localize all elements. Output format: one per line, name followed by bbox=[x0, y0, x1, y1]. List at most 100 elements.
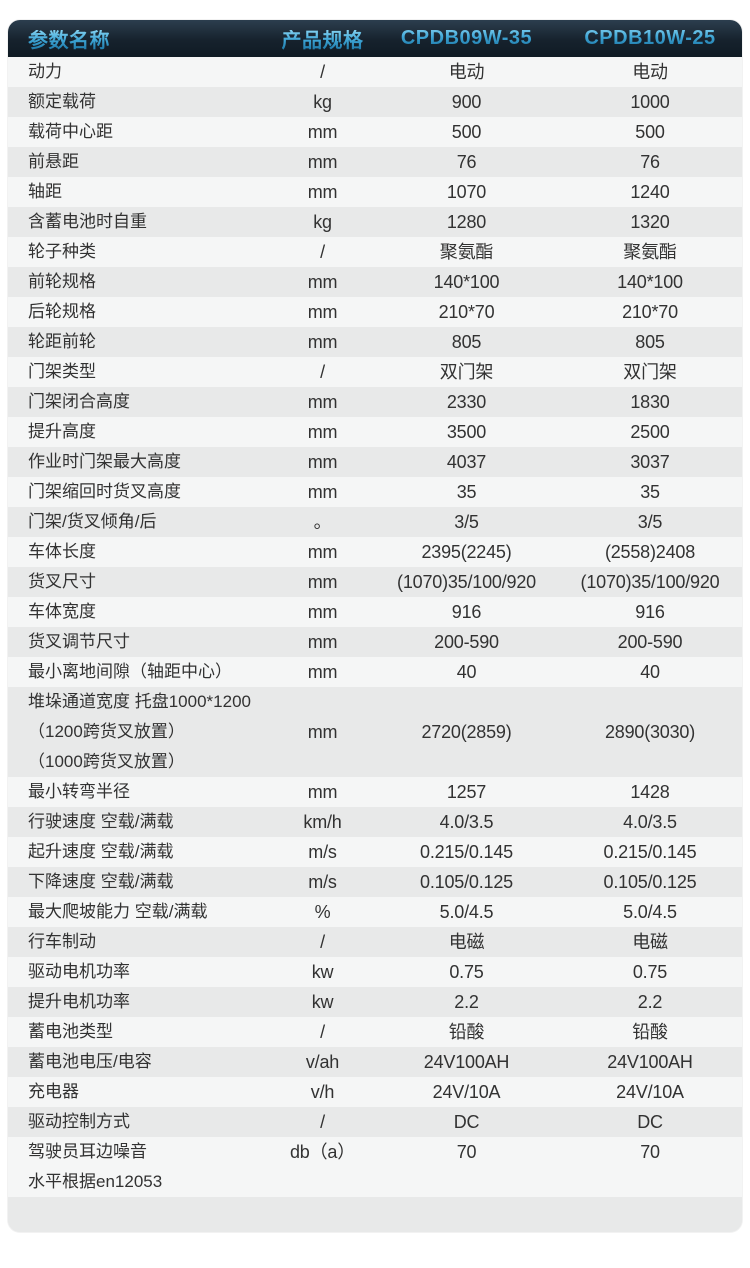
param-name-cell: 提升电机功率 bbox=[8, 987, 270, 1017]
value-cell-model-2: 4.0/3.5 bbox=[558, 807, 742, 837]
param-name-cell: 驾驶员耳边噪音 水平根据en12053 bbox=[8, 1137, 270, 1197]
param-name-cell: 门架类型 bbox=[8, 357, 270, 387]
value-cell-model-2: 76 bbox=[558, 147, 742, 177]
table-row: 驱动控制方式 / DC DC bbox=[8, 1107, 742, 1137]
unit-cell: mm bbox=[270, 147, 375, 177]
value-cell-model-1: 3/5 bbox=[375, 507, 558, 537]
table-row: 行驶速度 空载/满载 km/h 4.0/3.5 4.0/3.5 bbox=[8, 807, 742, 837]
value-cell-model-1: 聚氨酯 bbox=[375, 237, 558, 267]
table-row: 蓄电池类型 / 铅酸 铅酸 bbox=[8, 1017, 742, 1047]
value-cell-model-2: 70 bbox=[558, 1137, 742, 1197]
header-product-spec: 产品规格 bbox=[270, 20, 375, 57]
header-model-1: CPDB09W-35 bbox=[375, 20, 558, 57]
value-cell-model-2: (2558)2408 bbox=[558, 537, 742, 567]
value-cell-model-1: 0.75 bbox=[375, 957, 558, 987]
table-row: 前悬距 mm 76 76 bbox=[8, 147, 742, 177]
value-cell-model-1: 4.0/3.5 bbox=[375, 807, 558, 837]
param-name-cell: 作业时门架最大高度 bbox=[8, 447, 270, 477]
value-cell-model-1: 3500 bbox=[375, 417, 558, 447]
unit-cell: / bbox=[270, 237, 375, 267]
param-name-cell: 行车制动 bbox=[8, 927, 270, 957]
table-row: 最小转弯半径 mm 1257 1428 bbox=[8, 777, 742, 807]
unit-cell: mm bbox=[270, 567, 375, 597]
value-cell-model-1: 电磁 bbox=[375, 927, 558, 957]
unit-cell: mm bbox=[270, 117, 375, 147]
value-cell-model-2: 聚氨酯 bbox=[558, 237, 742, 267]
unit-cell: / bbox=[270, 1107, 375, 1137]
value-cell-model-2: 2.2 bbox=[558, 987, 742, 1017]
value-cell-model-1: 35 bbox=[375, 477, 558, 507]
value-cell-model-2: 铅酸 bbox=[558, 1017, 742, 1047]
card-footer-band bbox=[8, 1197, 742, 1232]
param-name-cell: 门架闭合高度 bbox=[8, 387, 270, 417]
unit-cell: / bbox=[270, 1017, 375, 1047]
value-cell-model-1: 805 bbox=[375, 327, 558, 357]
param-name-cell: 最大爬坡能力 空载/满载 bbox=[8, 897, 270, 927]
unit-cell: km/h bbox=[270, 807, 375, 837]
param-name-cell: 车体宽度 bbox=[8, 597, 270, 627]
unit-cell: mm bbox=[270, 417, 375, 447]
table-row: 蓄电池电压/电容 v/ah 24V100AH 24V100AH bbox=[8, 1047, 742, 1077]
value-cell-model-2: 2890(3030) bbox=[558, 687, 742, 777]
table-row: 动力 / 电动 电动 bbox=[8, 57, 742, 87]
unit-cell: v/h bbox=[270, 1077, 375, 1107]
table-row: 起升速度 空载/满载 m/s 0.215/0.145 0.215/0.145 bbox=[8, 837, 742, 867]
unit-cell: / bbox=[270, 57, 375, 87]
value-cell-model-1: 210*70 bbox=[375, 297, 558, 327]
value-cell-model-2: 805 bbox=[558, 327, 742, 357]
param-name-cell: 货叉调节尺寸 bbox=[8, 627, 270, 657]
header-model-2: CPDB10W-25 bbox=[558, 20, 742, 57]
value-cell-model-2: 916 bbox=[558, 597, 742, 627]
param-name-cell: 驱动电机功率 bbox=[8, 957, 270, 987]
value-cell-model-1: 916 bbox=[375, 597, 558, 627]
table-row: 堆垛通道宽度 托盘1000*1200 （1200跨货叉放置） （1000跨货叉放… bbox=[8, 687, 742, 777]
value-cell-model-1: 200-590 bbox=[375, 627, 558, 657]
table-row: 门架闭合高度 mm 2330 1830 bbox=[8, 387, 742, 417]
value-cell-model-1: 2330 bbox=[375, 387, 558, 417]
value-cell-model-1: 76 bbox=[375, 147, 558, 177]
table-row: 额定载荷 kg 900 1000 bbox=[8, 87, 742, 117]
value-cell-model-1: 2720(2859) bbox=[375, 687, 558, 777]
header-parameter-name: 参数名称 bbox=[8, 20, 270, 57]
value-cell-model-2: 3/5 bbox=[558, 507, 742, 537]
value-cell-model-1: 1257 bbox=[375, 777, 558, 807]
table-row: 门架类型 / 双门架 双门架 bbox=[8, 357, 742, 387]
value-cell-model-2: 2500 bbox=[558, 417, 742, 447]
value-cell-model-2: (1070)35/100/920 bbox=[558, 567, 742, 597]
table-row: 门架缩回时货叉高度 mm 35 35 bbox=[8, 477, 742, 507]
table-row: 载荷中心距 mm 500 500 bbox=[8, 117, 742, 147]
param-name-cell: 下降速度 空载/满载 bbox=[8, 867, 270, 897]
unit-cell: mm bbox=[270, 177, 375, 207]
param-name-cell: 行驶速度 空载/满载 bbox=[8, 807, 270, 837]
param-name-cell: 额定载荷 bbox=[8, 87, 270, 117]
param-name-cell: 起升速度 空载/满载 bbox=[8, 837, 270, 867]
param-name-cell: 轴距 bbox=[8, 177, 270, 207]
value-cell-model-2: 1320 bbox=[558, 207, 742, 237]
param-name-cell: 前轮规格 bbox=[8, 267, 270, 297]
value-cell-model-1: 电动 bbox=[375, 57, 558, 87]
param-name-cell: 最小转弯半径 bbox=[8, 777, 270, 807]
table-row: 货叉调节尺寸 mm 200-590 200-590 bbox=[8, 627, 742, 657]
value-cell-model-2: 双门架 bbox=[558, 357, 742, 387]
unit-cell: kg bbox=[270, 207, 375, 237]
value-cell-model-1: 1280 bbox=[375, 207, 558, 237]
unit-cell: mm bbox=[270, 687, 375, 777]
unit-cell: % bbox=[270, 897, 375, 927]
unit-cell: kw bbox=[270, 957, 375, 987]
value-cell-model-2: 3037 bbox=[558, 447, 742, 477]
unit-cell: mm bbox=[270, 657, 375, 687]
value-cell-model-2: 1240 bbox=[558, 177, 742, 207]
unit-cell: mm bbox=[270, 297, 375, 327]
unit-cell: db（a） bbox=[270, 1137, 375, 1197]
spec-table-header: 参数名称 产品规格 CPDB09W-35 CPDB10W-25 bbox=[8, 20, 742, 57]
param-name-cell: 驱动控制方式 bbox=[8, 1107, 270, 1137]
param-name-cell: 动力 bbox=[8, 57, 270, 87]
header-row: 参数名称 产品规格 CPDB09W-35 CPDB10W-25 bbox=[8, 20, 742, 57]
value-cell-model-2: 24V100AH bbox=[558, 1047, 742, 1077]
value-cell-model-1: 5.0/4.5 bbox=[375, 897, 558, 927]
value-cell-model-1: 0.215/0.145 bbox=[375, 837, 558, 867]
table-row: 含蓄电池时自重 kg 1280 1320 bbox=[8, 207, 742, 237]
param-name-cell: 堆垛通道宽度 托盘1000*1200 （1200跨货叉放置） （1000跨货叉放… bbox=[8, 687, 270, 777]
spec-table-body: 动力 / 电动 电动 额定载荷 kg 900 1000 载荷中心距 mm 500 500 前悬距 mm 76… bbox=[8, 57, 742, 1197]
unit-cell: mm bbox=[270, 267, 375, 297]
